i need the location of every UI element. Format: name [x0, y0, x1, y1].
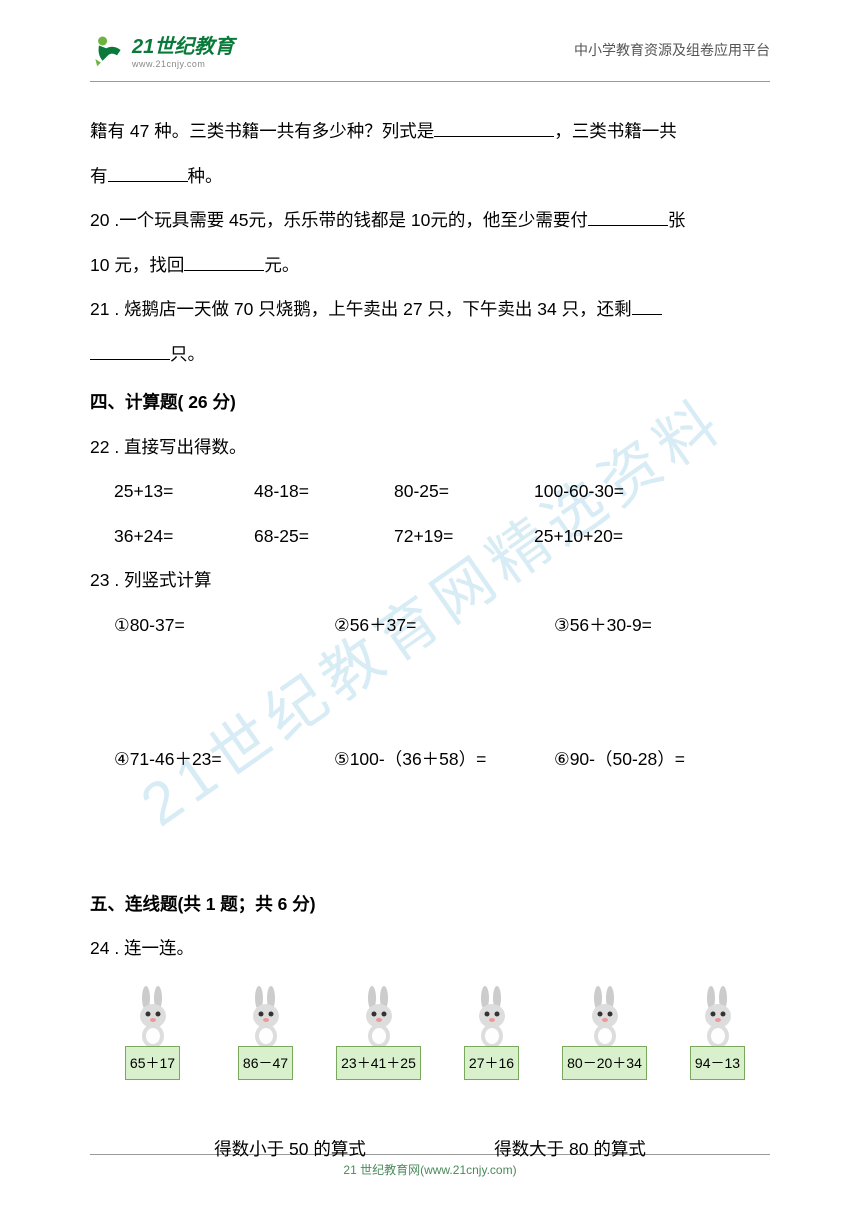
vertical-space	[90, 785, 770, 875]
calc-item: 36+24=	[114, 517, 214, 556]
logo: 21世纪教育 www.21cnjy.com	[90, 30, 234, 69]
logo-main-text: 21世纪教育	[132, 30, 234, 59]
q24-stem: 24 . 连一连。	[90, 929, 770, 968]
bunny-item: 86－47	[213, 984, 318, 1081]
result-right: 得数大于 80 的算式	[494, 1130, 646, 1169]
q19-text2: ，三类书籍一共	[554, 121, 677, 141]
bunny-item: 80－20＋34	[552, 984, 657, 1081]
bunny-label: 80－20＋34	[562, 1046, 647, 1081]
page-header: 21世纪教育 www.21cnjy.com 中小学教育资源及组卷应用平台	[90, 0, 770, 82]
q20-line2: 10 元，找回 元。	[90, 246, 770, 285]
bunny-icon	[692, 984, 744, 1050]
bunny-label: 65＋17	[125, 1046, 180, 1081]
calc-item: 25+10+20=	[534, 517, 634, 556]
calc-item: 100-60-30=	[534, 472, 634, 511]
q20-text4: 元。	[264, 255, 299, 275]
header-right-text: 中小学教育资源及组卷应用平台	[574, 40, 770, 60]
vertical-space	[90, 650, 770, 740]
section4-title: 四、计算题( 26 分)	[90, 383, 770, 422]
bunny-icon	[466, 984, 518, 1050]
logo-sub-text: www.21cnjy.com	[132, 59, 234, 69]
q21-text2: 只。	[170, 344, 205, 364]
calc-item: ⑤100-（36＋58）=	[334, 740, 554, 779]
q19-text4: 种。	[188, 166, 223, 186]
section5-title: 五、连线题(共 1 题；共 6 分)	[90, 885, 770, 924]
bunny-icon	[579, 984, 631, 1050]
bunny-label: 86－47	[238, 1046, 293, 1081]
blank	[434, 120, 554, 138]
result-row: 得数小于 50 的算式 得数大于 80 的算式	[90, 1130, 770, 1169]
bunny-item: 65＋17	[100, 984, 205, 1081]
q22-row2: 36+24= 68-25= 72+19= 25+10+20=	[90, 517, 770, 556]
bunny-item: 94－13	[665, 984, 770, 1081]
calc-item: ①80-37=	[114, 606, 334, 645]
q22-row1: 25+13= 48-18= 80-25= 100-60-30=	[90, 472, 770, 511]
bunny-label: 23＋41＋25	[336, 1046, 421, 1081]
q20-text1: 20 .一个玩具需要 45元，乐乐带的钱都是 10元的，他至少需要付	[90, 210, 588, 230]
q22-stem: 22 . 直接写出得数。	[90, 428, 770, 467]
blank	[632, 298, 662, 316]
bunny-icon	[240, 984, 292, 1050]
calc-item: 72+19=	[394, 517, 494, 556]
q19-text3: 有	[90, 166, 108, 186]
bunny-item: 27＋16	[439, 984, 544, 1081]
blank	[108, 164, 188, 182]
calc-item: 80-25=	[394, 472, 494, 511]
logo-icon	[90, 32, 126, 68]
q19-line2: 有 种。	[90, 157, 770, 196]
calc-item: 68-25=	[254, 517, 354, 556]
calc-item: 48-18=	[254, 472, 354, 511]
q21-text1: 21 . 烧鹅店一天做 70 只烧鹅，上午卖出 27 只，下午卖出 34 只，还…	[90, 299, 632, 319]
blank	[90, 342, 170, 360]
q20-line1: 20 .一个玩具需要 45元，乐乐带的钱都是 10元的，他至少需要付 张	[90, 201, 770, 240]
q19-text1: 籍有 47 种。三类书籍一共有多少种？列式是	[90, 121, 434, 141]
q23-row2: ④71-46＋23= ⑤100-（36＋58）= ⑥90-（50-28）=	[90, 740, 770, 779]
q21-line2: 只。	[90, 335, 770, 374]
calc-item: 25+13=	[114, 472, 214, 511]
result-left: 得数小于 50 的算式	[214, 1130, 366, 1169]
q20-text2: 张	[668, 210, 686, 230]
bunny-label: 94－13	[690, 1046, 745, 1081]
content-area: 籍有 47 种。三类书籍一共有多少种？列式是 ，三类书籍一共 有 种。 20 .一个…	[0, 82, 860, 1169]
q19-line1: 籍有 47 种。三类书籍一共有多少种？列式是 ，三类书籍一共	[90, 112, 770, 151]
blank	[184, 253, 264, 271]
bunny-label: 27＋16	[464, 1046, 519, 1081]
calc-item: ④71-46＋23=	[114, 740, 334, 779]
q23-stem: 23 . 列竖式计算	[90, 561, 770, 600]
bunny-row: 65＋17 86－47 23＋41＋25 27＋16 80－20＋34 94－1…	[90, 974, 770, 1081]
bunny-icon	[353, 984, 405, 1050]
blank	[588, 209, 668, 227]
q20-text3: 10 元，找回	[90, 255, 184, 275]
bunny-icon	[127, 984, 179, 1050]
q23-row1: ①80-37= ②56＋37= ③56＋30-9=	[90, 606, 770, 645]
calc-item: ③56＋30-9=	[554, 606, 652, 645]
calc-item: ⑥90-（50-28）=	[554, 740, 685, 779]
bunny-item: 23＋41＋25	[326, 984, 431, 1081]
q21-line1: 21 . 烧鹅店一天做 70 只烧鹅，上午卖出 27 只，下午卖出 34 只，还…	[90, 290, 770, 329]
calc-item: ②56＋37=	[334, 606, 554, 645]
